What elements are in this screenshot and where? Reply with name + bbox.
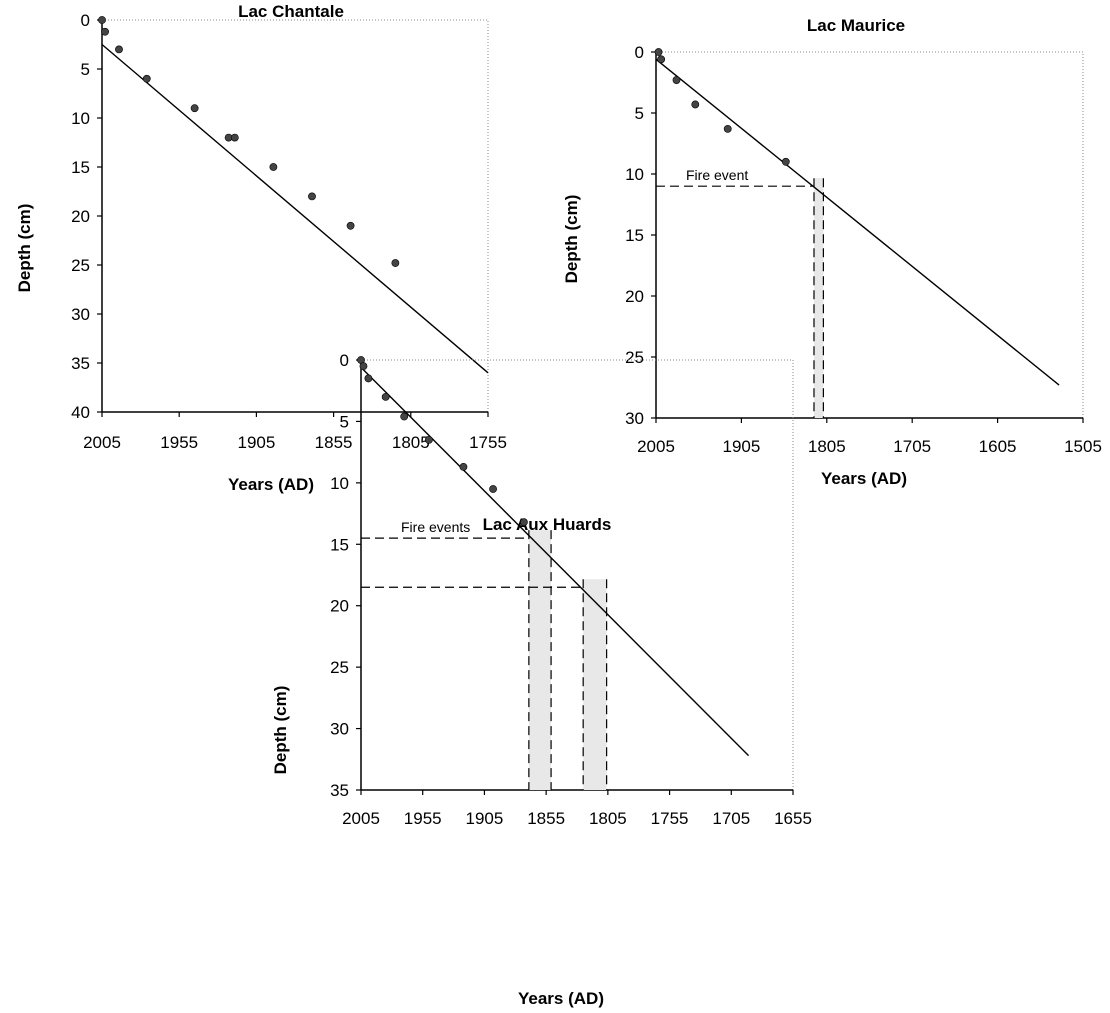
data-point (723, 124, 732, 133)
y-tick-label: 0 (340, 351, 349, 370)
x-tick-label: 1605 (979, 437, 1017, 456)
x-tick-label: 1905 (722, 437, 760, 456)
x-tick-label: 1905 (237, 433, 275, 452)
y-tick-label: 5 (340, 412, 349, 431)
y-tick-label: 10 (330, 474, 349, 493)
regression-line (360, 366, 750, 757)
x-tick-label: 1505 (1064, 437, 1102, 456)
data-point (230, 133, 239, 142)
y-tick-label: 25 (71, 256, 90, 275)
data-point (98, 16, 106, 24)
plot-frame (361, 359, 794, 790)
data-point (691, 100, 700, 109)
plot-area: 0 5 10 15 20 25 30 35 40 2005 1955 1905 1855 1805 1755 (71, 11, 507, 452)
x-tick-label: 1855 (527, 809, 565, 828)
data-point (101, 27, 109, 36)
y-tick-label: 25 (330, 658, 349, 677)
x-tick-label: 2005 (342, 809, 380, 828)
x-tick-label: 1755 (651, 809, 689, 828)
x-tick-label: 1805 (392, 433, 430, 452)
y-tick-label: 10 (625, 165, 644, 184)
y-tick-label: 10 (71, 109, 90, 128)
data-point (359, 362, 368, 371)
data-point (381, 392, 390, 401)
y-tick-label: 30 (625, 409, 644, 428)
x-tick-label: 1805 (808, 437, 846, 456)
fire-event-band (583, 579, 607, 790)
data-point (308, 192, 316, 201)
plot-frame (656, 51, 1084, 418)
y-tick-label: 20 (330, 597, 349, 616)
plot-area: 0 5 10 15 20 25 30 35 2005 1955 1905 1855 1805 1755 17… (330, 351, 812, 828)
y-tick-label: 35 (330, 781, 349, 800)
y-tick-label: 20 (71, 207, 90, 226)
y-tick-label: 5 (635, 104, 644, 123)
x-axis-label: Years (AD) (518, 989, 604, 1008)
data-point (654, 48, 663, 56)
x-tick-label: 2005 (83, 433, 121, 452)
chart-title: Lac Chantale (238, 2, 344, 21)
fire-event-band (528, 530, 552, 790)
x-tick-label: 1805 (589, 809, 627, 828)
chart-lac-aux-huards: Lac Aux Huards Years (AD) Depth (cm) 0 5 1… (271, 351, 812, 1008)
fire-event-annotation: Fire events (401, 519, 470, 535)
data-point (657, 55, 666, 64)
data-point (364, 374, 373, 383)
y-tick-label: 15 (71, 158, 90, 177)
x-axis-label: Years (AD) (821, 469, 907, 488)
x-tick-label: 1955 (404, 809, 442, 828)
regression-line (655, 58, 1060, 386)
data-point (115, 45, 123, 54)
data-point (269, 163, 278, 171)
chart-lac-maurice: Lac Maurice Years (AD) Depth (cm) 0 5 10 15… (562, 16, 1102, 488)
plot-area: 0 5 10 15 20 25 30 2005 1905 1805 1705 1605 1505 Fire… (625, 43, 1102, 456)
plot-frame (102, 19, 489, 412)
y-tick-label: 30 (71, 305, 90, 324)
x-tick-label: 1705 (893, 437, 931, 456)
fire-event-annotation: Fire event (686, 167, 748, 183)
y-axis-label: Depth (cm) (15, 204, 34, 293)
x-axis-label: Years (AD) (228, 475, 314, 494)
data-point (346, 221, 355, 230)
data-point (424, 435, 433, 444)
data-point (190, 104, 199, 113)
y-tick-label: 40 (71, 403, 90, 422)
chart-lac-chantale: Lac Chantale Years (AD) Depth (cm) 0 5 10 1… (15, 2, 507, 494)
data-point (142, 74, 151, 83)
x-tick-label: 1955 (160, 433, 198, 452)
x-tick-label: 1855 (315, 433, 353, 452)
y-axis-label: Depth (cm) (271, 686, 290, 775)
y-tick-label: 0 (635, 43, 644, 62)
data-point (459, 462, 468, 471)
y-tick-label: 5 (81, 60, 90, 79)
data-point (391, 259, 400, 267)
x-tick-label: 2005 (637, 437, 675, 456)
y-tick-label: 35 (71, 354, 90, 373)
fire-event-band (813, 178, 824, 418)
y-tick-label: 20 (625, 287, 644, 306)
y-tick-label: 15 (330, 535, 349, 554)
y-tick-label: 25 (625, 348, 644, 367)
y-axis-label: Depth (cm) (562, 195, 581, 284)
data-point (400, 412, 409, 421)
data-point (520, 518, 528, 527)
x-tick-label: 1705 (712, 809, 750, 828)
y-tick-label: 0 (81, 11, 90, 30)
regression-line (101, 43, 489, 374)
data-point (489, 485, 497, 493)
chart-title: Lac Maurice (807, 16, 905, 35)
y-tick-label: 30 (330, 720, 349, 739)
x-tick-label: 1655 (774, 809, 812, 828)
data-point (672, 76, 681, 84)
x-tick-label: 1755 (469, 433, 507, 452)
data-point (781, 157, 790, 166)
y-tick-label: 15 (625, 226, 644, 245)
chart-title: Lac Aux Huards (483, 515, 612, 534)
x-tick-label: 1905 (466, 809, 504, 828)
